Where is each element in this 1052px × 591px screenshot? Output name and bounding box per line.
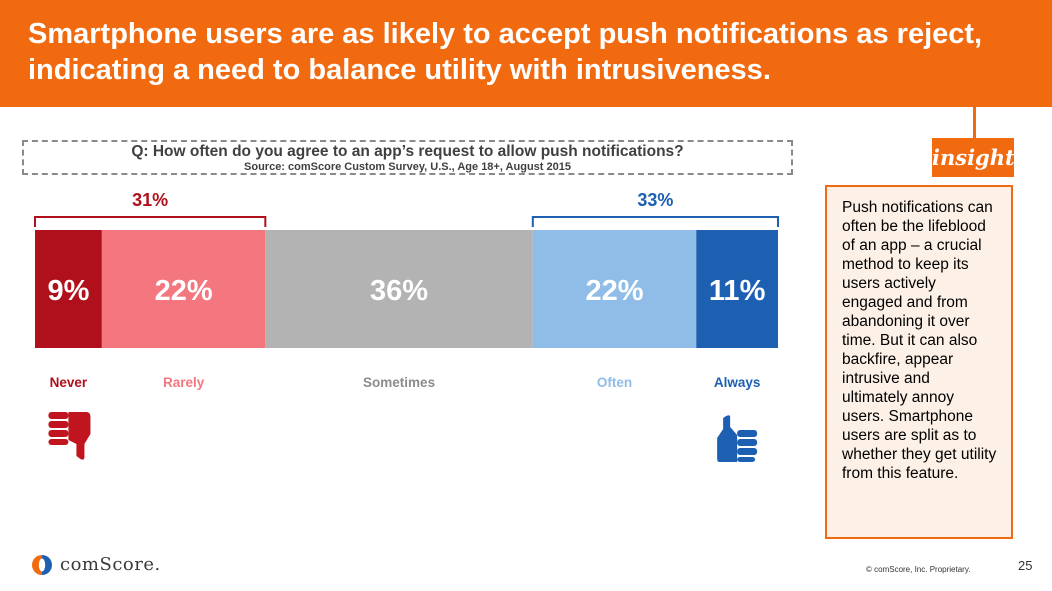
survey-question: Q: How often do you agree to an app’s re… bbox=[131, 143, 684, 160]
bar-value-label: 22% bbox=[586, 275, 644, 307]
bar-value-label: 22% bbox=[155, 275, 213, 307]
bar-rarely bbox=[101, 230, 266, 348]
bar-value-label: 11% bbox=[709, 275, 766, 307]
question-box: Q: How often do you agree to an app’s re… bbox=[22, 140, 793, 175]
insight-box: Push notifications can often be the life… bbox=[825, 185, 1013, 539]
group-total-label: 33% bbox=[637, 190, 673, 210]
copyright: © comScore, Inc. Proprietary. bbox=[866, 565, 971, 574]
category-label: Always bbox=[714, 375, 761, 390]
category-label: Rarely bbox=[163, 375, 205, 390]
thumbs-up-icon bbox=[717, 415, 758, 462]
title-banner: Smartphone users are as likely to accept… bbox=[0, 0, 1052, 107]
insight-connector-line bbox=[973, 107, 976, 138]
bar-often bbox=[532, 230, 697, 348]
survey-source: Source: comScore Custom Survey, U.S., Ag… bbox=[244, 161, 571, 173]
bar-always bbox=[696, 230, 778, 348]
category-label: Sometimes bbox=[363, 375, 435, 390]
insight-text: Push notifications can often be the life… bbox=[842, 199, 997, 482]
thumbs-down-icon bbox=[48, 412, 91, 460]
comscore-logo-text: comScore. bbox=[60, 554, 161, 575]
comscore-logo-icon bbox=[32, 555, 52, 575]
accept-group-bracket bbox=[531, 216, 779, 227]
category-label: Never bbox=[50, 375, 88, 390]
page-number: 25 bbox=[1018, 558, 1033, 573]
bar-value-label: 36% bbox=[370, 275, 428, 307]
reject-group-bracket bbox=[34, 216, 267, 227]
bar-sometimes bbox=[265, 230, 533, 348]
group-total-label: 31% bbox=[132, 190, 168, 210]
bar-value-label: 9% bbox=[47, 275, 89, 307]
slide-title: Smartphone users are as likely to accept… bbox=[28, 18, 983, 86]
category-label: Often bbox=[597, 375, 632, 390]
stacked-bar-chart: 9% Never 22% Rarely 36% Sometimes 22% Often 11% A… bbox=[34, 190, 779, 462]
insight-tag: insight bbox=[932, 138, 1015, 177]
bar-never bbox=[35, 230, 102, 348]
